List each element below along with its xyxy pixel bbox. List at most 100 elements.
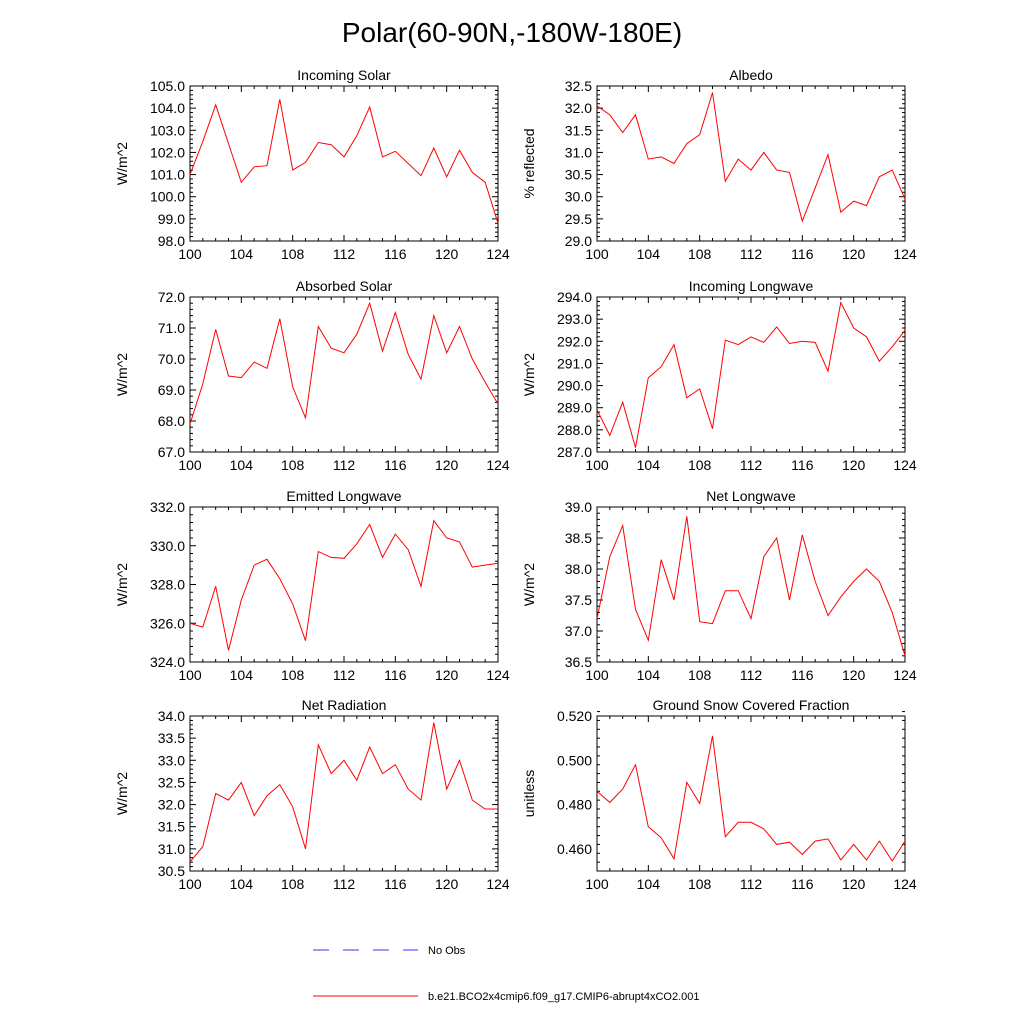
y-tick-label: 39.0	[565, 499, 592, 515]
x-tick-label: 100	[585, 457, 609, 473]
y-tick-label: 31.5	[158, 819, 185, 835]
panel-title: Incoming Solar	[297, 67, 391, 83]
plot-frame	[189, 715, 499, 872]
plot-frame	[189, 506, 499, 663]
y-tick-label: 98.0	[158, 233, 185, 249]
x-tick-label: 120	[435, 246, 459, 262]
x-tick-label: 100	[585, 876, 609, 892]
plot-frame	[596, 296, 906, 453]
y-tick-label: 105.0	[150, 78, 185, 94]
plot-frame	[189, 296, 499, 453]
x-tick-label: 116	[791, 876, 814, 892]
y-tick-label: 293.0	[557, 311, 592, 327]
y-tick-label: 30.5	[565, 167, 592, 183]
panel-title: Absorbed Solar	[296, 278, 393, 294]
panels-grid: Incoming Solar W/m^2 100 104 108 112 116 120 124…	[114, 67, 917, 892]
x-tick-label: 120	[842, 667, 866, 683]
x-tick-label: 108	[688, 246, 712, 262]
legend-obs-label: No Obs	[428, 945, 466, 957]
figure-title: Polar(60-90N,-180W-180E)	[342, 17, 682, 48]
chart-panel: Absorbed Solar W/m^2 100 104 108 112 116 120 124…	[114, 278, 510, 473]
y-axis-label: % reflected	[521, 128, 537, 198]
y-tick-label: 37.0	[565, 623, 592, 639]
panel-title: Ground Snow Covered Fraction	[653, 697, 850, 713]
y-tick-label: 294.0	[557, 289, 592, 305]
panel-title: Net Radiation	[302, 697, 387, 713]
y-tick-label: 34.0	[158, 708, 185, 724]
y-tick-label: 102.0	[150, 144, 185, 160]
y-tick-label: 31.0	[565, 144, 592, 160]
y-tick-label: 37.5	[565, 592, 592, 608]
x-tick-label: 104	[637, 876, 661, 892]
plot-frame	[596, 715, 906, 872]
y-tick-label: 324.0	[150, 654, 185, 670]
y-tick-label: 101.0	[150, 167, 185, 183]
legend: No Obs b.e21.BCO2x4cmip6.f09_g17.CMIP6-a…	[313, 945, 700, 1003]
x-tick-label: 108	[688, 457, 712, 473]
x-tick-label: 116	[384, 246, 407, 262]
y-axis-label: W/m^2	[114, 142, 130, 185]
x-tick-label: 116	[791, 246, 814, 262]
y-tick-label: 68.0	[158, 413, 185, 429]
x-tick-label: 112	[740, 246, 763, 262]
y-tick-label: 290.0	[557, 378, 592, 394]
y-tick-label: 38.5	[565, 530, 592, 546]
x-tick-label: 104	[637, 246, 661, 262]
x-tick-label: 112	[333, 876, 356, 892]
y-tick-label: 32.0	[158, 797, 185, 813]
x-tick-label: 124	[893, 457, 917, 473]
x-tick-label: 104	[230, 246, 254, 262]
panel-title: Emitted Longwave	[286, 488, 401, 504]
y-tick-label: 326.0	[150, 615, 185, 631]
x-tick-label: 108	[281, 246, 305, 262]
y-tick-label: 72.0	[158, 289, 185, 305]
y-tick-label: 328.0	[150, 577, 185, 593]
plot-frame	[596, 85, 906, 242]
x-tick-label: 120	[842, 457, 866, 473]
series-line	[189, 722, 498, 863]
y-axis-label: unitless	[521, 770, 537, 817]
x-tick-label: 112	[333, 667, 356, 683]
y-tick-label: 104.0	[150, 100, 185, 116]
chart-panel: Ground Snow Covered Fraction unitless 100 1…	[521, 697, 917, 892]
x-tick-label: 124	[893, 667, 917, 683]
x-tick-label: 112	[740, 457, 763, 473]
x-tick-label: 116	[384, 876, 407, 892]
y-tick-label: 103.0	[150, 122, 185, 138]
x-tick-label: 116	[384, 667, 407, 683]
x-tick-label: 124	[486, 457, 510, 473]
series-line	[596, 516, 906, 656]
y-tick-label: 100.0	[150, 189, 185, 205]
series-line	[189, 519, 499, 651]
y-axis-label: W/m^2	[114, 772, 130, 815]
x-tick-label: 104	[637, 457, 661, 473]
y-tick-label: 33.5	[158, 730, 185, 746]
x-tick-label: 124	[486, 246, 510, 262]
x-tick-label: 104	[230, 667, 254, 683]
series-line	[596, 735, 906, 862]
y-tick-label: 32.5	[158, 774, 185, 790]
x-tick-label: 108	[281, 876, 305, 892]
y-tick-label: 69.0	[158, 382, 185, 398]
panel-title: Incoming Longwave	[689, 278, 814, 294]
x-tick-label: 112	[333, 457, 356, 473]
x-tick-label: 120	[842, 246, 866, 262]
x-tick-label: 120	[842, 876, 866, 892]
y-tick-label: 32.0	[565, 100, 592, 116]
x-tick-label: 104	[230, 457, 254, 473]
y-tick-label: 30.5	[158, 863, 185, 879]
y-tick-label: 288.0	[557, 422, 592, 438]
y-tick-label: 70.0	[158, 351, 185, 367]
x-tick-label: 108	[281, 667, 305, 683]
y-axis-label: W/m^2	[521, 563, 537, 606]
y-tick-label: 99.0	[158, 211, 185, 227]
chart-panel: Incoming Longwave W/m^2 100 104 108 112 116 120…	[521, 278, 917, 473]
y-tick-label: 31.5	[565, 122, 592, 138]
x-tick-label: 116	[791, 457, 814, 473]
y-tick-label: 289.0	[557, 400, 592, 416]
x-tick-label: 120	[435, 667, 459, 683]
series-line	[189, 301, 499, 425]
y-tick-label: 292.0	[557, 333, 592, 349]
y-tick-label: 30.0	[565, 189, 592, 205]
